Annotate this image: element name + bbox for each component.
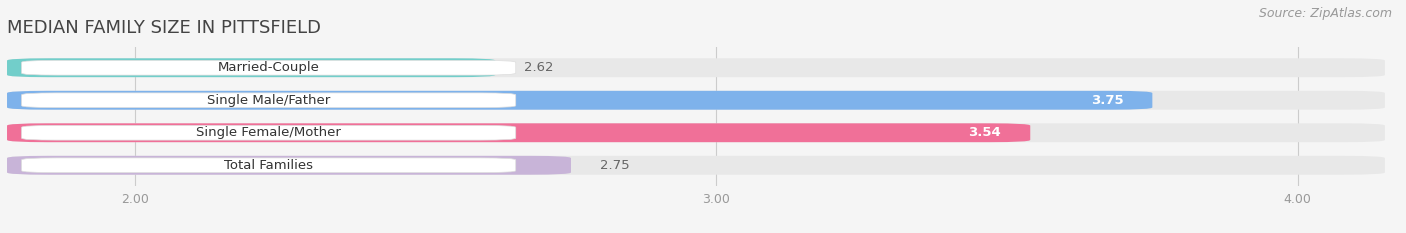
- FancyBboxPatch shape: [7, 91, 1385, 110]
- FancyBboxPatch shape: [7, 123, 1031, 142]
- FancyBboxPatch shape: [7, 58, 495, 77]
- Text: 2.62: 2.62: [524, 61, 554, 74]
- FancyBboxPatch shape: [21, 60, 516, 75]
- FancyBboxPatch shape: [7, 156, 571, 175]
- Text: 3.54: 3.54: [969, 126, 1001, 139]
- Text: Source: ZipAtlas.com: Source: ZipAtlas.com: [1258, 7, 1392, 20]
- FancyBboxPatch shape: [7, 58, 1385, 77]
- Text: Total Families: Total Families: [224, 159, 314, 172]
- Text: Single Female/Mother: Single Female/Mother: [197, 126, 342, 139]
- Text: Single Male/Father: Single Male/Father: [207, 94, 330, 107]
- FancyBboxPatch shape: [7, 123, 1385, 142]
- FancyBboxPatch shape: [21, 93, 516, 108]
- FancyBboxPatch shape: [7, 91, 1153, 110]
- Text: 3.75: 3.75: [1091, 94, 1123, 107]
- Text: 2.75: 2.75: [600, 159, 630, 172]
- FancyBboxPatch shape: [21, 125, 516, 140]
- Text: MEDIAN FAMILY SIZE IN PITTSFIELD: MEDIAN FAMILY SIZE IN PITTSFIELD: [7, 19, 321, 37]
- FancyBboxPatch shape: [7, 156, 1385, 175]
- FancyBboxPatch shape: [21, 158, 516, 173]
- Text: Married-Couple: Married-Couple: [218, 61, 319, 74]
